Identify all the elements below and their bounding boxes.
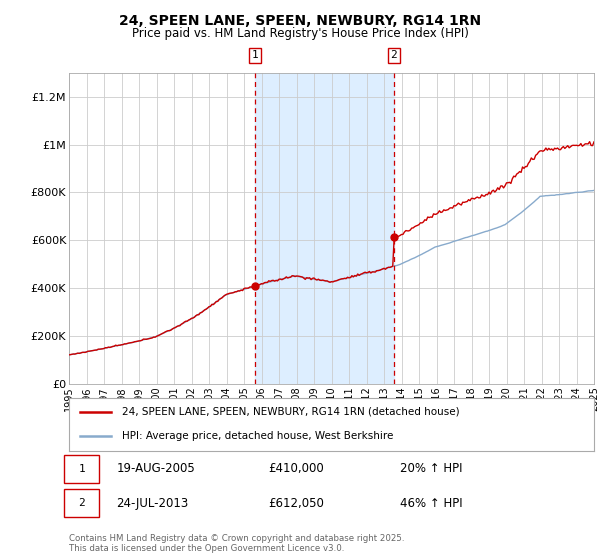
FancyBboxPatch shape: [64, 455, 100, 483]
FancyBboxPatch shape: [64, 489, 100, 517]
Text: Price paid vs. HM Land Registry's House Price Index (HPI): Price paid vs. HM Land Registry's House …: [131, 27, 469, 40]
Text: £612,050: £612,050: [269, 497, 325, 510]
Bar: [255, 73, 394, 384]
Text: 46% ↑ HPI: 46% ↑ HPI: [400, 497, 463, 510]
Text: Contains HM Land Registry data © Crown copyright and database right 2025.
This d: Contains HM Land Registry data © Crown c…: [69, 534, 404, 553]
Text: 2: 2: [391, 50, 397, 60]
Text: 1: 1: [78, 464, 85, 474]
Text: 1: 1: [251, 50, 259, 60]
Text: 24, SPEEN LANE, SPEEN, NEWBURY, RG14 1RN (detached house): 24, SPEEN LANE, SPEEN, NEWBURY, RG14 1RN…: [121, 407, 459, 417]
Text: 24-JUL-2013: 24-JUL-2013: [116, 497, 188, 510]
Text: 2: 2: [78, 498, 85, 508]
Text: 24, SPEEN LANE, SPEEN, NEWBURY, RG14 1RN: 24, SPEEN LANE, SPEEN, NEWBURY, RG14 1RN: [119, 14, 481, 28]
Text: HPI: Average price, detached house, West Berkshire: HPI: Average price, detached house, West…: [121, 431, 393, 441]
Text: 19-AUG-2005: 19-AUG-2005: [116, 462, 195, 475]
Text: 20% ↑ HPI: 20% ↑ HPI: [400, 462, 462, 475]
Text: £410,000: £410,000: [269, 462, 324, 475]
